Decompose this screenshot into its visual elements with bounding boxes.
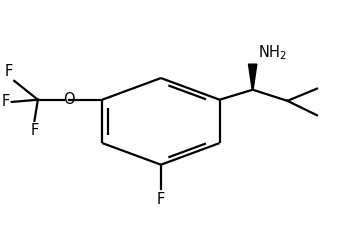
Text: O: O xyxy=(63,92,75,107)
Text: F: F xyxy=(2,94,10,109)
Polygon shape xyxy=(248,64,257,90)
Text: F: F xyxy=(30,123,39,138)
Text: F: F xyxy=(4,64,12,79)
Text: NH$_2$: NH$_2$ xyxy=(258,43,287,62)
Text: F: F xyxy=(157,193,165,207)
